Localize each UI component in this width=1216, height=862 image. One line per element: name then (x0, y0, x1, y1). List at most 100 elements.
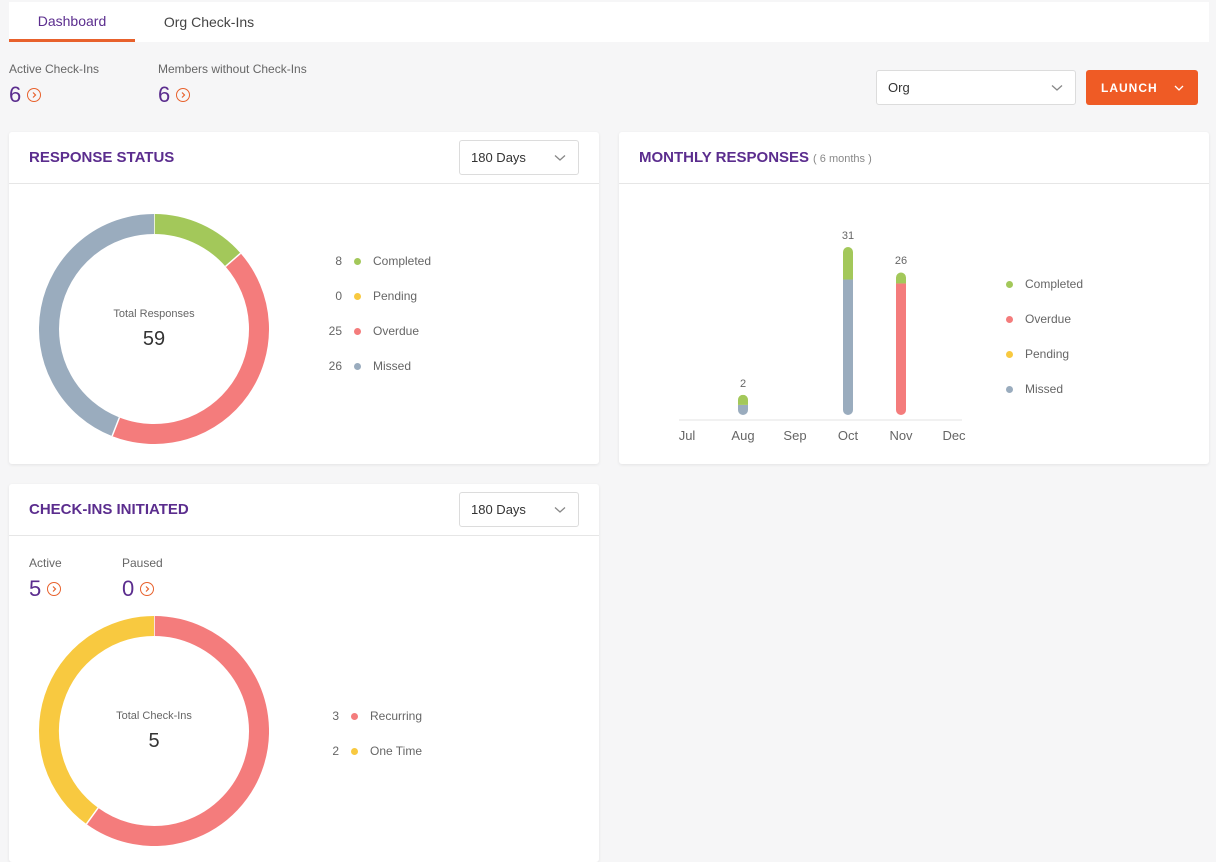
legend-count: 26 (328, 359, 342, 373)
active-stat: Active 5 (29, 556, 62, 602)
donut-center-label: Total Responses (113, 308, 195, 320)
legend-label: Overdue (1025, 312, 1072, 326)
card-subtitle: ( 6 months ) (813, 153, 872, 165)
bar-segment-missed (843, 279, 853, 415)
bar-value-label: 26 (894, 255, 908, 268)
legend-label: One Time (370, 744, 423, 758)
legend-count: 25 (328, 324, 342, 338)
range-select-value: 180 Days (471, 502, 526, 517)
x-tick-label: Sep (783, 428, 807, 443)
legend-label: Missed (1025, 382, 1064, 396)
legend-label: Missed (373, 359, 412, 373)
slice-separator (85, 807, 99, 825)
tab-org-check-ins[interactable]: Org Check-Ins (163, 14, 255, 30)
x-tick-label: Oct (837, 428, 859, 443)
legend-label: Recurring (370, 709, 423, 723)
card-title: RESPONSE STATUS (29, 149, 175, 166)
stat-value: 6 (9, 82, 22, 107)
bar-segment-completed (738, 394, 748, 405)
bar-segment-missed (738, 404, 748, 415)
legend-dot (1006, 280, 1013, 288)
legend-label: Overdue (373, 324, 420, 338)
bar-segment-completed (896, 272, 906, 284)
stat-label: Paused (122, 556, 163, 570)
chevron-right-icon[interactable] (140, 582, 155, 596)
bar-value-label: 2 (739, 377, 747, 390)
tab-dashboard[interactable]: Dashboard (9, 2, 135, 42)
chevron-right-icon[interactable] (176, 88, 191, 102)
legend-item-pending: Pending (1006, 347, 1069, 361)
legend-dot (354, 257, 361, 265)
monthly-responses-card: MONTHLY RESPONSES( 6 months ) Completed O… (619, 132, 1209, 464)
org-select[interactable]: Org (876, 70, 1076, 105)
stat-label: Active Check-Ins (9, 62, 100, 76)
legend-dot (1006, 385, 1013, 393)
legend-item-overdue: Overdue (1006, 312, 1071, 326)
chevron-down-icon (554, 506, 566, 513)
donut-slice-overdue (112, 253, 269, 444)
legend-item-pending: 0 Pending (322, 289, 417, 303)
donut-slice-one-time (39, 616, 155, 825)
slice-separator (111, 417, 121, 437)
legend-count: 0 (335, 289, 342, 303)
bar-value-label: 31 (841, 230, 855, 242)
chevron-right-icon[interactable] (47, 582, 62, 596)
donut-slice-missed (39, 214, 155, 437)
legend-count: 3 (332, 709, 339, 723)
chevron-right-icon[interactable] (27, 88, 42, 102)
active-check-ins-stat: Active Check-Ins 6 (9, 62, 99, 108)
legend-dot (354, 327, 361, 335)
card-title: MONTHLY RESPONSES( 6 months ) (639, 149, 872, 166)
legend-item-missed: 26 Missed (322, 359, 411, 373)
slice-separator (225, 252, 242, 268)
paused-stat: Paused 0 (122, 556, 163, 602)
x-tick-label: Nov (889, 428, 913, 443)
donut-center-value: 59 (142, 328, 166, 350)
range-select[interactable]: 180 Days (459, 140, 579, 175)
legend-dot (354, 292, 361, 300)
x-tick-label: Aug (731, 428, 755, 443)
bar-nov (896, 272, 906, 415)
bar-aug (738, 394, 748, 415)
launch-label: LAUNCH (1101, 80, 1158, 95)
donut-center-label: Total Check-Ins (116, 710, 192, 722)
range-select-value: 180 Days (471, 150, 526, 165)
response-status-donut (39, 214, 269, 444)
bar-segment-completed (843, 247, 853, 280)
stat-value: 5 (29, 576, 42, 601)
bar-segment-overdue (896, 283, 906, 415)
donut-center-value: 5 (148, 730, 160, 752)
legend-count: 8 (335, 254, 342, 268)
x-tick-label: Dec (942, 428, 966, 443)
chevron-down-icon (554, 154, 566, 161)
legend-dot (351, 747, 358, 755)
legend-count: 2 (332, 744, 339, 758)
check-ins-initiated-card: CHECK-INS INITIATED 180 Days Active 5 Pa… (9, 484, 599, 862)
bar-oct (843, 247, 853, 415)
legend-dot (351, 712, 358, 720)
stat-value: 6 (158, 82, 171, 107)
response-status-card: RESPONSE STATUS 180 Days Total Responses… (9, 132, 599, 464)
legend-item-one-time: 2 One Time (319, 744, 422, 758)
launch-button[interactable]: LAUNCH (1086, 70, 1198, 105)
donut-slice-recurring (86, 616, 269, 846)
donut-center: Total Check-Ins 5 (94, 710, 214, 753)
chevron-down-icon (1174, 85, 1184, 91)
range-select[interactable]: 180 Days (459, 492, 579, 527)
legend-label: Completed (373, 254, 432, 268)
stat-label: Active (29, 556, 62, 570)
legend-dot (1006, 350, 1013, 358)
legend-item-completed: 8 Completed (322, 254, 431, 268)
donut-slice-completed (153, 214, 241, 267)
legend-label: Completed (1025, 277, 1084, 291)
chevron-down-icon (1051, 84, 1063, 91)
legend-item-recurring: 3 Recurring (319, 709, 422, 723)
card-title: CHECK-INS INITIATED (29, 501, 189, 518)
legend-label: Pending (373, 289, 418, 303)
check-ins-donut (39, 616, 269, 846)
legend-item-completed: Completed (1006, 277, 1083, 291)
legend-label: Pending (1025, 347, 1070, 361)
members-without-check-ins-stat: Members without Check-Ins 6 (158, 62, 307, 108)
donut-center: Total Responses 59 (94, 308, 214, 351)
legend-item-overdue: 25 Overdue (322, 324, 419, 338)
